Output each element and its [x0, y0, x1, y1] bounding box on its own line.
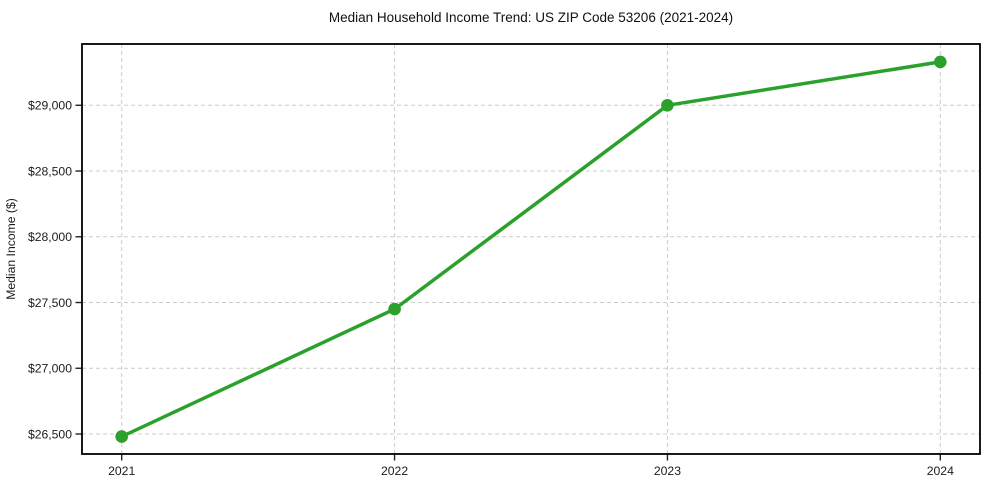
- y-tick-label: $28,500: [28, 164, 72, 178]
- tick-labels-layer: $26,500 $27,000 $27,500 $28,000 $28,500 $29,0…: [28, 99, 954, 478]
- data-point-marker: [934, 55, 947, 69]
- data-point-marker: [661, 99, 674, 112]
- chart-title: Median Household Income Trend: US ZIP Co…: [329, 10, 733, 25]
- series-layer: [115, 55, 947, 443]
- x-tick-label: 2024: [927, 464, 954, 478]
- axes-layer: [75, 43, 981, 461]
- data-point-marker: [115, 430, 128, 443]
- trend-line: [119, 60, 943, 439]
- y-tick-label: $28,000: [28, 230, 72, 244]
- y-tick-label: $27,000: [28, 362, 72, 376]
- x-tick-label: 2021: [108, 464, 135, 478]
- gridlines-layer: [82, 44, 980, 454]
- y-axis-label: Median Income ($): [4, 198, 18, 300]
- y-tick-label: $26,500: [28, 427, 72, 441]
- data-point-marker: [388, 302, 401, 316]
- plot-border: [81, 43, 981, 455]
- y-tick-label: $29,000: [28, 99, 72, 113]
- y-tick-label: $27,500: [28, 296, 72, 310]
- x-tick-label: 2022: [381, 464, 408, 478]
- x-tick-label: 2023: [654, 464, 681, 478]
